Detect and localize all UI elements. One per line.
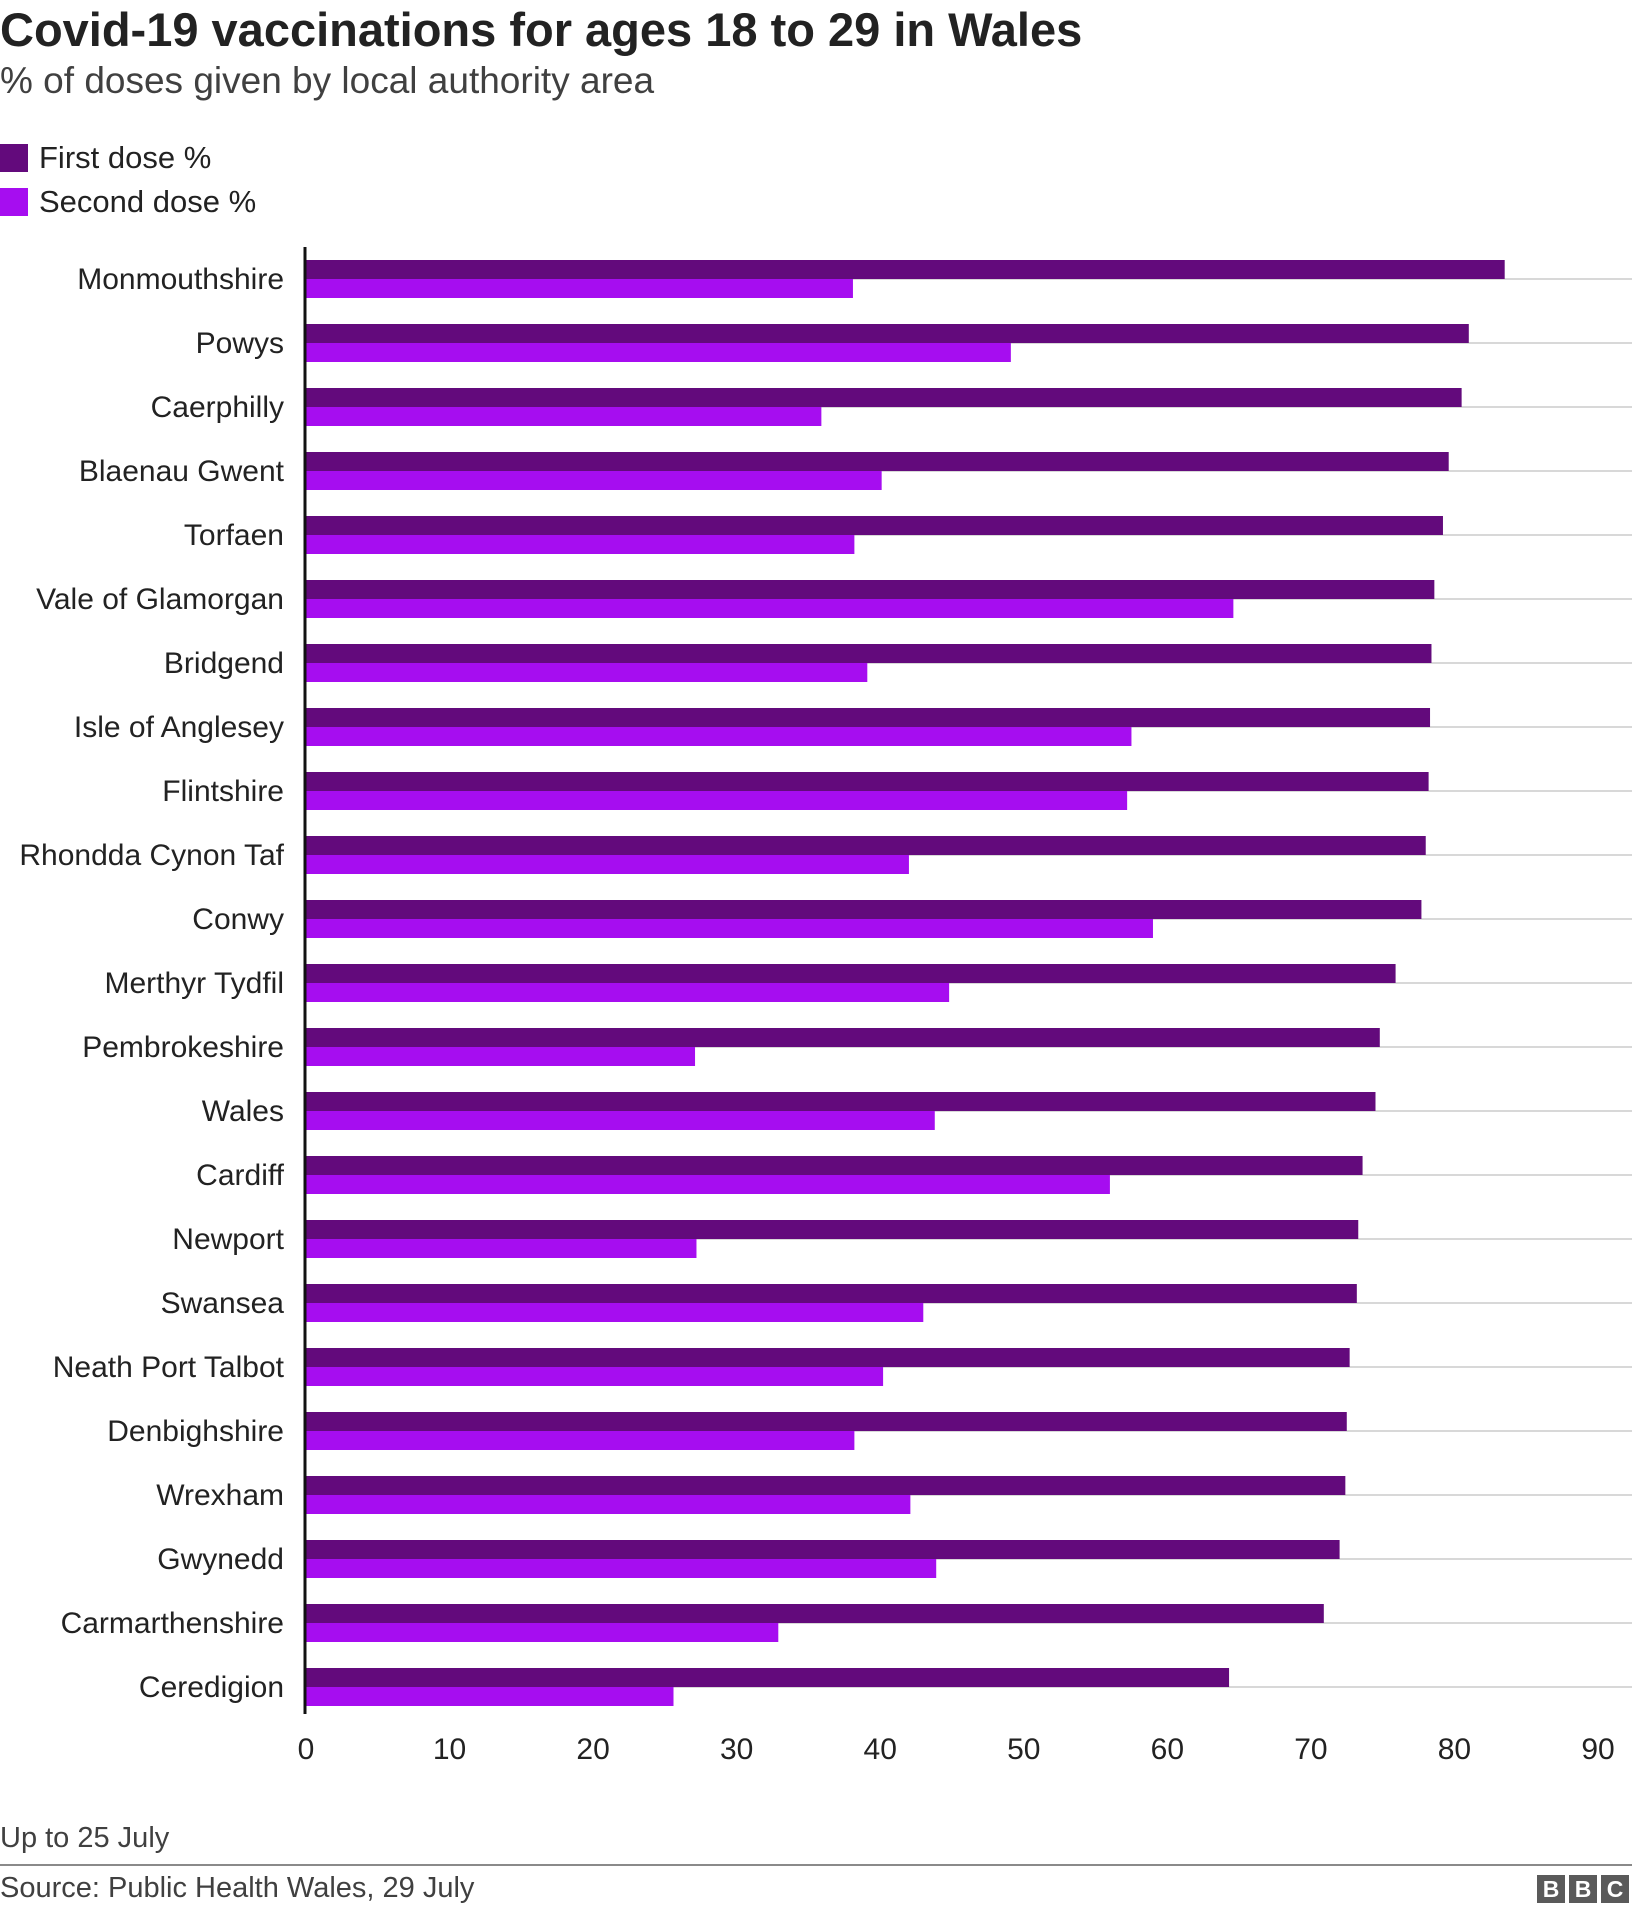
bar-first-dose [306, 1284, 1357, 1303]
bar-first-dose [306, 1156, 1363, 1175]
category-label: Wales [202, 1095, 284, 1128]
bar-first-dose [306, 1028, 1380, 1047]
bar-second-dose [306, 791, 1128, 810]
bar-first-dose [306, 580, 1435, 599]
category-label: Caerphilly [151, 391, 284, 424]
category-label: Merthyr Tydfil [105, 967, 285, 1000]
bar-first-dose [306, 836, 1426, 855]
bar-second-dose [306, 727, 1132, 746]
category-label: Neath Port Talbot [53, 1351, 285, 1384]
category-label: Torfaen [184, 519, 284, 552]
bar-second-dose [306, 535, 855, 554]
bbc-logo-letter: B [1537, 1875, 1565, 1903]
bar-second-dose [306, 1559, 937, 1578]
bar-second-dose [306, 1431, 855, 1450]
category-label: Wrexham [156, 1479, 284, 1512]
bar-first-dose [306, 1604, 1324, 1623]
category-label: Cardiff [196, 1159, 284, 1192]
x-tick-label: 60 [1151, 1733, 1184, 1766]
bar-first-dose [306, 388, 1462, 407]
x-tick-label: 90 [1581, 1733, 1614, 1766]
category-label: Blaenau Gwent [79, 455, 285, 488]
bar-first-dose [306, 964, 1396, 983]
bar-first-dose [306, 900, 1422, 919]
bar-second-dose [306, 279, 853, 298]
bar-second-dose [306, 1239, 697, 1258]
x-tick-label: 70 [1294, 1733, 1327, 1766]
chart-title: Covid-19 vaccinations for ages 18 to 29 … [0, 3, 1083, 56]
x-tick-label: 50 [1007, 1733, 1040, 1766]
bar-first-dose [306, 1348, 1350, 1367]
bar-second-dose [306, 1495, 911, 1514]
bar-first-dose [306, 1540, 1340, 1559]
bar-second-dose [306, 663, 868, 682]
x-tick-label: 20 [576, 1733, 609, 1766]
x-tick-label: 0 [298, 1733, 315, 1766]
bbc-logo: B B C [1537, 1875, 1629, 1903]
bar-first-dose [306, 260, 1505, 279]
category-label: Pembrokeshire [82, 1031, 284, 1064]
category-label: Ceredigion [139, 1671, 284, 1704]
x-tick-label: 40 [864, 1733, 897, 1766]
legend-swatch-second-dose [0, 188, 28, 216]
category-label: Gwynedd [157, 1543, 284, 1576]
category-label: Bridgend [164, 647, 284, 680]
bar-second-dose [306, 1303, 924, 1322]
bar-first-dose [306, 1412, 1347, 1431]
bar-first-dose [306, 1220, 1359, 1239]
category-label: Flintshire [162, 775, 284, 808]
x-tick-label: 10 [433, 1733, 466, 1766]
bar-first-dose [306, 452, 1449, 471]
bar-first-dose [306, 772, 1429, 791]
bar-second-dose [306, 1175, 1110, 1194]
bar-first-dose [306, 324, 1469, 343]
legend-label-second-dose: Second dose % [39, 184, 257, 219]
footer-divider [0, 1864, 1632, 1866]
category-label: Isle of Anglesey [74, 711, 284, 744]
bar-second-dose [306, 1367, 884, 1386]
legend-item-first-dose: First dose % [0, 136, 256, 180]
legend-swatch-first-dose [0, 144, 28, 172]
category-label: Conwy [192, 903, 284, 936]
bar-second-dose [306, 919, 1153, 938]
category-label: Swansea [161, 1287, 285, 1320]
x-tick-label: 80 [1438, 1733, 1471, 1766]
x-tick-label: 30 [720, 1733, 753, 1766]
category-label: Carmarthenshire [61, 1607, 284, 1640]
bar-second-dose [306, 343, 1011, 362]
category-label: Rhondda Cynon Taf [19, 839, 284, 872]
legend: First dose % Second dose % [0, 136, 256, 224]
category-label: Powys [196, 327, 284, 360]
bar-second-dose [306, 983, 950, 1002]
bar-second-dose [306, 407, 822, 426]
bar-first-dose [306, 1476, 1346, 1495]
bar-second-dose [306, 1047, 696, 1066]
bar-second-dose [306, 1111, 935, 1130]
source-note: Source: Public Health Wales, 29 July [0, 1872, 475, 1904]
category-label: Denbighshire [107, 1415, 284, 1448]
bar-first-dose [306, 1092, 1376, 1111]
bar-second-dose [306, 599, 1234, 618]
bar-second-dose [306, 855, 909, 874]
category-label: Newport [172, 1223, 284, 1256]
bar-first-dose [306, 708, 1431, 727]
bbc-logo-letter: B [1569, 1875, 1597, 1903]
category-label: Vale of Glamorgan [36, 583, 284, 616]
bar-first-dose [306, 1668, 1230, 1687]
bar-second-dose [306, 1687, 674, 1706]
category-label: Monmouthshire [77, 263, 284, 296]
bar-second-dose [306, 1623, 779, 1642]
footnote: Up to 25 July [0, 1822, 170, 1854]
legend-label-first-dose: First dose % [39, 140, 212, 175]
bar-chart: Monmouthshire Powys Caerphilly Blaenau Gwen… [19, 247, 1632, 1766]
bar-first-dose [306, 644, 1432, 663]
bar-second-dose [306, 471, 882, 490]
bar-first-dose [306, 516, 1443, 535]
bbc-logo-letter: C [1601, 1875, 1629, 1903]
legend-item-second-dose: Second dose % [0, 180, 256, 224]
chart-subtitle: % of doses given by local authority area [0, 60, 655, 101]
